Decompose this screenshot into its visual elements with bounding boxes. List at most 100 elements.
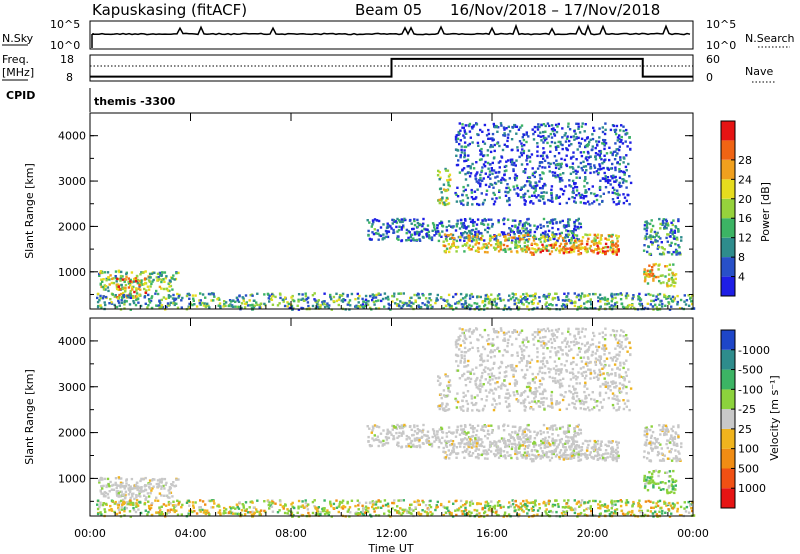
power-point xyxy=(511,296,515,299)
velocity-point xyxy=(551,510,554,514)
power-point xyxy=(482,201,485,205)
power-point xyxy=(536,145,539,148)
power-point xyxy=(666,222,669,225)
power-point xyxy=(620,135,623,139)
power-point xyxy=(614,180,617,183)
velocity-point xyxy=(430,514,433,517)
power-point xyxy=(588,233,592,236)
power-point xyxy=(571,191,574,194)
velocity-point xyxy=(357,504,360,507)
power-point xyxy=(598,154,601,157)
power-point xyxy=(475,241,478,244)
power-point xyxy=(575,219,578,222)
power-point xyxy=(628,303,631,307)
power-point xyxy=(151,280,154,283)
velocity-point xyxy=(486,514,489,517)
velocity-point xyxy=(346,500,349,504)
power-point xyxy=(549,244,553,247)
power-point xyxy=(532,298,535,302)
velocity-point xyxy=(435,438,438,442)
power-point xyxy=(143,296,146,299)
velocity-point xyxy=(394,426,397,429)
power-point xyxy=(523,241,526,244)
power-point xyxy=(464,172,467,176)
power-point xyxy=(492,246,496,249)
velocity-point xyxy=(364,508,368,511)
power-point xyxy=(574,201,577,204)
power-point xyxy=(660,305,664,308)
power-point xyxy=(530,300,533,303)
power-point xyxy=(303,299,306,302)
power-point xyxy=(123,290,127,293)
power-point xyxy=(503,169,507,173)
power-point xyxy=(479,176,482,180)
power-point xyxy=(401,220,404,224)
power-point xyxy=(570,237,573,240)
velocity-point xyxy=(417,503,420,506)
power-point xyxy=(542,295,545,298)
power-point xyxy=(616,161,619,164)
velocity-point xyxy=(155,496,158,499)
power-point xyxy=(484,160,487,164)
date-range: 16/Nov/2018 – 17/Nov/2018 xyxy=(450,1,660,19)
power-point xyxy=(551,218,555,221)
power-point xyxy=(413,218,416,221)
velocity-point xyxy=(569,436,572,439)
velocity-point xyxy=(400,513,403,517)
power-point xyxy=(397,292,400,295)
velocity-point xyxy=(579,501,583,505)
power-point xyxy=(488,237,492,240)
velocity-point xyxy=(610,507,613,510)
velocity-point xyxy=(216,504,219,508)
power-point xyxy=(551,129,555,133)
power-point xyxy=(662,221,665,225)
power-point xyxy=(525,221,528,224)
power-point xyxy=(691,302,694,306)
velocity-point xyxy=(383,512,386,515)
velocity-point xyxy=(529,435,532,438)
velocity-point xyxy=(464,513,467,517)
power-point xyxy=(594,307,597,310)
power-point xyxy=(649,230,653,233)
power-point xyxy=(258,304,262,307)
power-point xyxy=(502,218,505,222)
power-point xyxy=(396,237,399,240)
power-point xyxy=(652,299,655,303)
velocity-point xyxy=(364,501,368,504)
power-point xyxy=(514,164,517,167)
power-point xyxy=(451,244,455,247)
power-point xyxy=(533,230,537,234)
velocity-point xyxy=(448,430,451,433)
velocity-point xyxy=(405,445,408,448)
velocity-point xyxy=(338,500,342,504)
velocity-point xyxy=(223,509,226,513)
power-point xyxy=(583,195,586,198)
power-point xyxy=(542,217,546,221)
velocity-point xyxy=(529,430,532,433)
power-point xyxy=(327,307,330,310)
velocity-point xyxy=(511,431,514,434)
power-point xyxy=(584,202,587,205)
power-point xyxy=(164,297,168,300)
power-point xyxy=(574,185,577,189)
velocity-point xyxy=(409,442,412,445)
power-point xyxy=(526,163,529,166)
velocity-point xyxy=(337,510,340,514)
power-point xyxy=(554,123,558,127)
power-point xyxy=(606,249,609,253)
power-point xyxy=(572,151,575,154)
velocity-point xyxy=(155,511,158,514)
velocity-point xyxy=(367,507,370,510)
freq-left-tick-bottom: 8 xyxy=(66,71,73,84)
velocity-point xyxy=(99,478,102,481)
power-point xyxy=(520,154,524,157)
velocity-point xyxy=(392,435,395,438)
power-colorbar-tick-label: 28 xyxy=(738,154,752,167)
power-point xyxy=(677,229,680,232)
power-point xyxy=(383,292,387,295)
power-point xyxy=(648,253,651,256)
power-point xyxy=(495,303,498,307)
power-point xyxy=(512,293,516,296)
velocity-point xyxy=(543,443,546,447)
power-point xyxy=(595,198,599,202)
